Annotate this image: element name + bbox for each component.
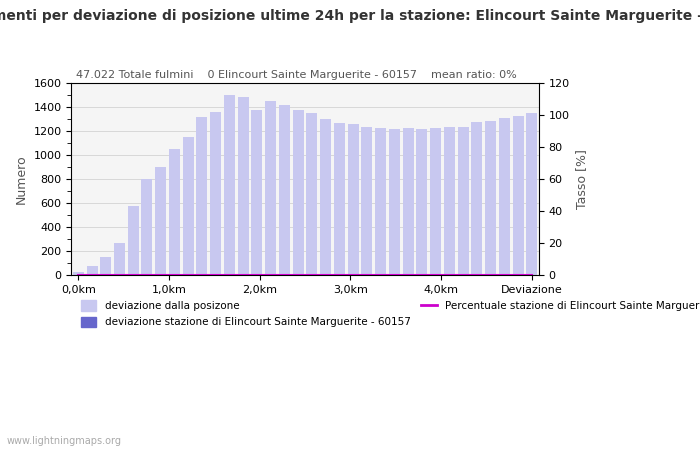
Bar xyxy=(197,117,207,275)
Bar xyxy=(73,272,84,275)
Bar xyxy=(389,129,400,275)
Bar xyxy=(471,122,482,275)
Bar xyxy=(127,206,139,275)
Bar xyxy=(169,149,180,275)
Bar xyxy=(183,137,194,275)
Bar xyxy=(210,112,221,275)
Bar xyxy=(512,116,524,275)
Legend: deviazione dalla posizone, deviazione stazione di Elincourt Sainte Marguerite - : deviazione dalla posizone, deviazione st… xyxy=(76,296,700,332)
Bar xyxy=(375,128,386,275)
Bar xyxy=(348,124,358,275)
Bar xyxy=(402,128,414,275)
Bar xyxy=(251,110,262,275)
Text: 47.022 Totale fulmini    0 Elincourt Sainte Marguerite - 60157    mean ratio: 0%: 47.022 Totale fulmini 0 Elincourt Sainte… xyxy=(76,70,517,80)
Bar xyxy=(485,121,496,275)
Bar xyxy=(416,129,427,275)
Y-axis label: Tasso [%]: Tasso [%] xyxy=(575,149,588,209)
Bar xyxy=(458,126,468,275)
Bar xyxy=(114,243,125,275)
Bar xyxy=(87,266,97,275)
Bar xyxy=(526,113,538,275)
Bar xyxy=(238,97,248,275)
Text: www.lightningmaps.org: www.lightningmaps.org xyxy=(7,436,122,446)
Bar xyxy=(361,126,372,275)
Bar xyxy=(141,180,153,275)
Text: Rilevamenti per deviazione di posizione ultime 24h per la stazione: Elincourt Sa: Rilevamenti per deviazione di posizione … xyxy=(0,9,700,23)
Bar xyxy=(334,123,345,275)
Y-axis label: Numero: Numero xyxy=(15,154,28,204)
Bar xyxy=(265,101,276,275)
Bar xyxy=(279,105,290,275)
Bar xyxy=(155,167,166,275)
Bar xyxy=(100,257,111,275)
Bar xyxy=(320,119,331,275)
Bar xyxy=(293,110,304,275)
Bar xyxy=(307,113,317,275)
Bar xyxy=(430,128,441,275)
Bar xyxy=(499,118,510,275)
Bar xyxy=(444,126,455,275)
Bar xyxy=(224,95,235,275)
